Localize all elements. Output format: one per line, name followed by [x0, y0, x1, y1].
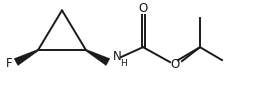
- Polygon shape: [86, 49, 110, 66]
- Text: O: O: [170, 58, 180, 71]
- Polygon shape: [14, 49, 38, 66]
- Text: N: N: [113, 50, 122, 63]
- Text: F: F: [6, 57, 12, 70]
- Text: O: O: [138, 2, 148, 15]
- Text: H: H: [120, 59, 127, 68]
